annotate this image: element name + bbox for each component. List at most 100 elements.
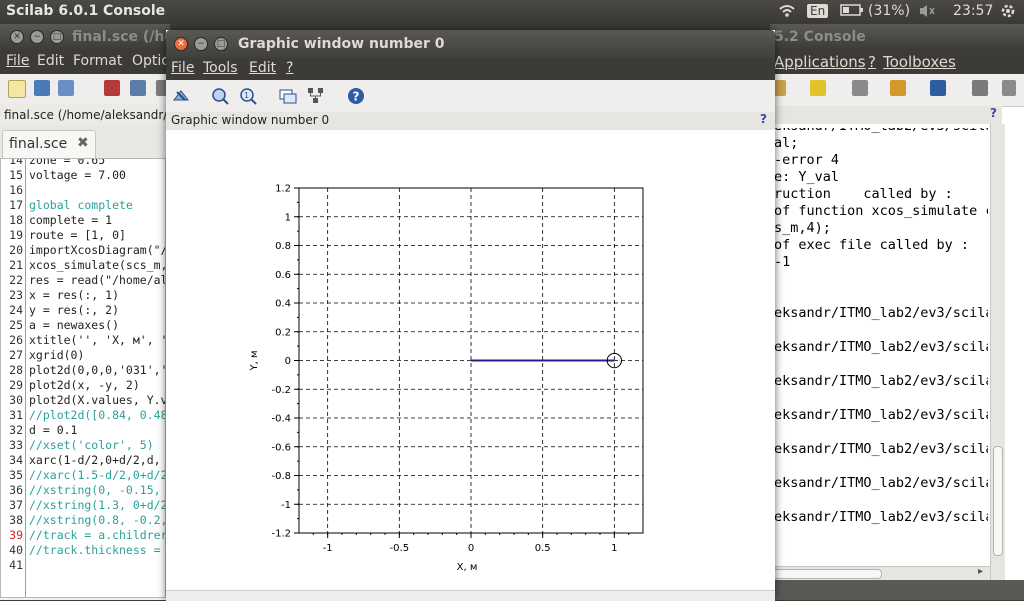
graphic-window-titlebar[interactable]: ✕ − □ Graphic window number 0: [166, 30, 775, 58]
print-icon[interactable]: [130, 80, 146, 96]
code-line: xtitle('', 'X, м', ': [29, 333, 166, 347]
code-line: xarc(1-d/2,0+d/2,d,: [29, 453, 161, 467]
line-number: 16: [9, 183, 23, 197]
scroll-right-icon[interactable]: ▸: [978, 566, 984, 577]
editor-tree-icon[interactable]: [306, 86, 326, 106]
code-line: importXcosDiagram("/: [29, 243, 166, 257]
editor-menu-format[interactable]: Format: [73, 53, 123, 69]
volume-muted-icon[interactable]: [918, 3, 936, 23]
editor-menubar: File Edit Format Optic: [0, 50, 170, 74]
close-tab-icon[interactable]: ✖: [77, 135, 89, 151]
line-number: 19: [9, 228, 23, 242]
line-number: 18: [9, 213, 23, 227]
print-console-icon[interactable]: [852, 80, 868, 96]
battery-percent: (31%): [868, 3, 911, 19]
save-file-icon[interactable]: [58, 80, 74, 96]
code-line: plot2d(X.values, Y.v: [29, 393, 166, 407]
graphic-menu-file[interactable]: File: [171, 60, 195, 76]
console-bottom-border: [770, 580, 1024, 600]
console-menu-toolboxes[interactable]: Toolboxes: [883, 53, 956, 71]
console-menubar: Applications ? Toolboxes: [770, 50, 1024, 74]
console-line: -error 4: [774, 152, 840, 168]
console-line: eksandr/ITMO_lab2/ev3/scila: [774, 475, 988, 491]
rotate-icon[interactable]: [171, 86, 191, 106]
original-view-icon[interactable]: 1: [238, 86, 258, 106]
editor-minimize-icon[interactable]: −: [30, 30, 44, 44]
x-axis-label: X, м: [457, 562, 478, 573]
graphics-icon[interactable]: [930, 80, 946, 96]
editor-close-icon[interactable]: ✕: [10, 30, 24, 44]
code-line: //track.thickness =: [29, 543, 161, 557]
cut-icon[interactable]: [156, 80, 168, 96]
editor-window-title: final.sce (/hc: [72, 29, 173, 45]
circle-marker: [606, 352, 623, 369]
line-number: 22: [9, 273, 23, 287]
atoms-icon[interactable]: [972, 80, 988, 96]
y-tick-label: -1: [281, 500, 291, 511]
console-line: eksandr/ITMO_lab2/ev3/scila: [774, 339, 988, 355]
plot-canvas[interactable]: -1 -0.5 0 0.5 1 1.2 1 0.8 0.6 0.4 0.2 0 -0.2 -0.4 -0.6…: [166, 130, 775, 590]
console-titlebar[interactable]: 5.2 Console: [770, 24, 1024, 50]
graphic-maximize-icon[interactable]: □: [214, 37, 228, 51]
console-output[interactable]: eksandr/ITMO_lab2/ev3/scilaal;-error 4e:…: [770, 128, 988, 568]
tab-label: final.sce: [9, 136, 68, 152]
console-toolbar: [770, 74, 1024, 107]
console-vertical-scrollbar[interactable]: [990, 124, 1005, 588]
line-number: 25: [9, 318, 23, 332]
graphic-menu-tools[interactable]: Tools: [203, 60, 238, 76]
editor-menu-file[interactable]: File: [6, 53, 30, 69]
editor-titlebar[interactable]: ✕ − □ final.sce (/hc: [0, 24, 173, 50]
y-tick-label: 0: [285, 356, 291, 367]
x-tick-label: 1: [611, 543, 617, 554]
graphic-statusbar: [166, 590, 775, 601]
editor-maximize-icon[interactable]: □: [50, 30, 64, 44]
zoom-icon[interactable]: [210, 86, 230, 106]
new-file-icon[interactable]: [8, 80, 26, 98]
preferences-icon[interactable]: [1002, 80, 1016, 96]
clear-console-icon[interactable]: [810, 80, 826, 96]
code-editor[interactable]: 14 15 16 17 18 19 20 21 22 23 24 25 26 27 28 29 30 31 32 33…: [0, 158, 166, 598]
line-number: 20: [9, 243, 23, 257]
console-line: eksandr/ITMO_lab2/ev3/scila: [774, 305, 988, 321]
line-number: 26: [9, 333, 23, 347]
line-number: 35: [9, 468, 23, 482]
tab-final-sce[interactable]: final.sce ✖: [2, 130, 96, 158]
console-menu-help[interactable]: ?: [868, 53, 876, 71]
horizontal-scroll-thumb[interactable]: [766, 569, 882, 579]
scilab-console-window: 5.2 Console Applications ? Toolboxes ? e…: [766, 24, 1024, 600]
graphic-minimize-icon[interactable]: −: [194, 37, 208, 51]
line-number: 34: [9, 453, 23, 467]
console-horizontal-scrollbar[interactable]: ▸: [766, 566, 990, 581]
line-number: 29: [9, 378, 23, 392]
wifi-icon[interactable]: [778, 3, 796, 23]
editor-menu-edit[interactable]: Edit: [37, 53, 65, 69]
line-number: 37: [9, 498, 23, 512]
code-line: //xarc(1.5-d/2,0+d/2: [29, 468, 166, 482]
keyboard-layout-indicator[interactable]: En: [807, 3, 829, 19]
top-panel: Scilab 6.0.1 Console En (31%) 23:57: [0, 0, 1024, 24]
editor-menu-options[interactable]: Optic: [132, 53, 169, 69]
graphic-menu-help[interactable]: ?: [286, 60, 294, 76]
console-help-icon[interactable]: ?: [990, 106, 997, 120]
browse-icon[interactable]: [774, 80, 786, 96]
open-file-icon[interactable]: [34, 80, 50, 96]
console-header-bar: ?: [770, 106, 1002, 124]
variable-browser-icon[interactable]: [890, 80, 906, 96]
console-menu-applications[interactable]: Applications: [774, 53, 866, 71]
clock[interactable]: 23:57: [953, 3, 994, 19]
vertical-scroll-thumb[interactable]: [993, 446, 1003, 556]
graphic-window-title: Graphic window number 0: [238, 36, 445, 52]
active-app-title: Scilab 6.0.1 Console: [6, 3, 166, 19]
console-line: eksandr/ITMO_lab2/ev3/scila: [774, 407, 988, 423]
chart-svg[interactable]: -1 -0.5 0 0.5 1 1.2 1 0.8 0.6 0.4 0.2 0 -0.2 -0.4 -0.6…: [166, 130, 775, 590]
line-number: 39: [9, 528, 23, 542]
graphic-menu-edit[interactable]: Edit: [249, 60, 277, 76]
x-tick-label: 0: [468, 543, 474, 554]
graphic-header-help-icon[interactable]: ?: [760, 112, 767, 126]
graphic-close-icon[interactable]: ✕: [174, 37, 188, 51]
battery-icon[interactable]: [840, 3, 864, 21]
datatip-icon[interactable]: [278, 86, 298, 106]
help-icon[interactable]: ?: [346, 86, 366, 106]
gear-icon[interactable]: [1000, 3, 1016, 23]
save-as-icon[interactable]: [104, 80, 120, 96]
